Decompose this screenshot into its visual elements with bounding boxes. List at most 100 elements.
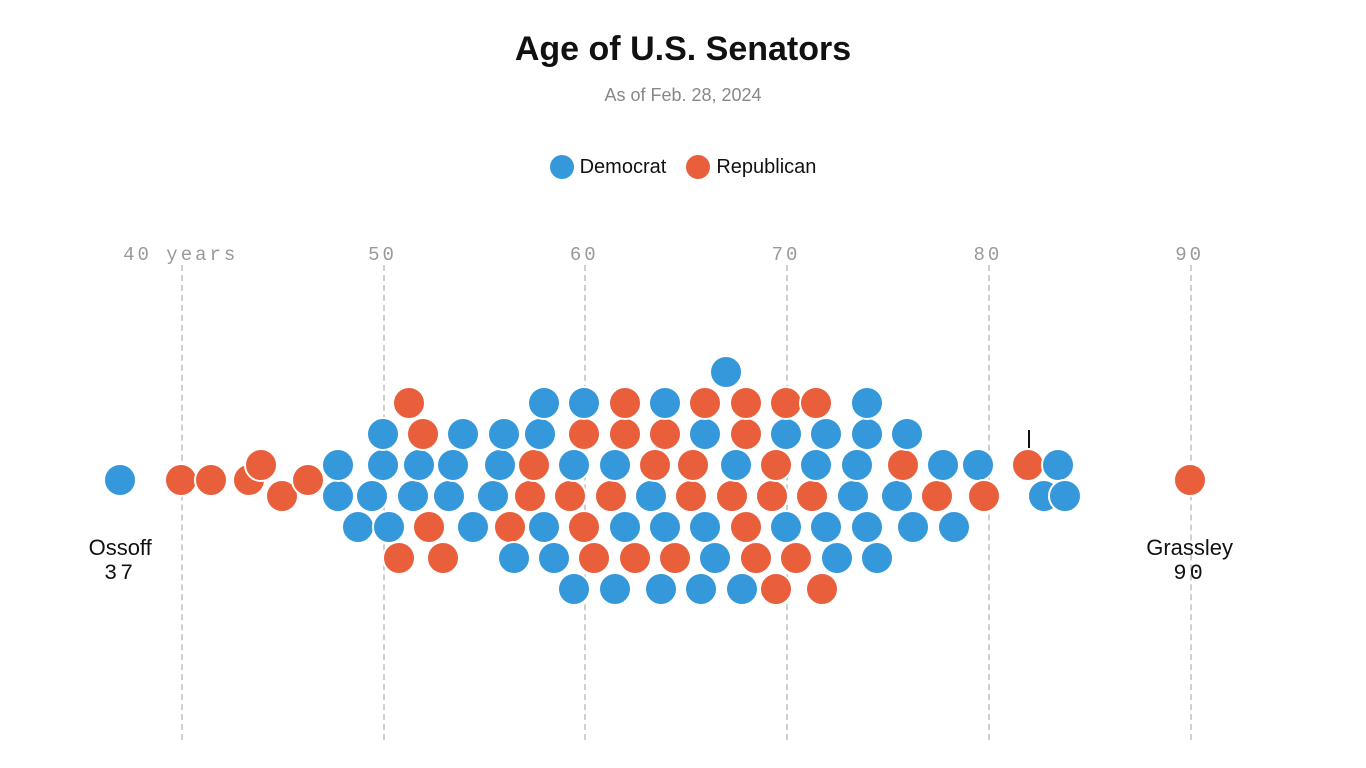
data-point (557, 448, 591, 482)
data-point (517, 448, 551, 482)
axis-tick-label: 40 years (123, 244, 238, 266)
data-point (638, 448, 672, 482)
data-point (497, 541, 531, 575)
data-point (709, 355, 743, 389)
legend-label: Democrat (580, 156, 667, 179)
legend-label: Republican (716, 156, 816, 179)
data-point (372, 510, 406, 544)
data-point (961, 448, 995, 482)
annotation-leader-line (1028, 430, 1030, 448)
data-point (688, 417, 722, 451)
legend-swatch (686, 155, 710, 179)
data-point (896, 510, 930, 544)
data-point (321, 479, 355, 513)
data-point (860, 541, 894, 575)
data-point (291, 463, 325, 497)
annotation: Grassley90 (1146, 535, 1233, 588)
data-point (382, 541, 416, 575)
data-point (688, 510, 722, 544)
data-point (840, 448, 874, 482)
data-point (688, 386, 722, 420)
data-point (729, 386, 763, 420)
data-point (598, 572, 632, 606)
data-point (759, 572, 793, 606)
legend-item: Democrat (550, 155, 667, 179)
data-point (836, 479, 870, 513)
data-point (715, 479, 749, 513)
data-point (483, 448, 517, 482)
data-point (799, 386, 833, 420)
data-point (598, 448, 632, 482)
legend-swatch (550, 155, 574, 179)
data-point (759, 448, 793, 482)
data-point (648, 386, 682, 420)
data-point (676, 448, 710, 482)
data-point (1048, 479, 1082, 513)
data-point (577, 541, 611, 575)
data-point (366, 448, 400, 482)
data-point (594, 479, 628, 513)
data-point (926, 448, 960, 482)
data-point (850, 386, 884, 420)
annotation-label: Ossoff (89, 535, 152, 561)
data-point (769, 386, 803, 420)
data-point (527, 386, 561, 420)
data-point (194, 463, 228, 497)
data-point (493, 510, 527, 544)
data-point (608, 386, 642, 420)
data-point (476, 479, 510, 513)
data-point (684, 572, 718, 606)
data-point (769, 510, 803, 544)
axis-tick-label: 70 (772, 244, 801, 266)
data-point (799, 448, 833, 482)
chart-legend: Democrat Republican (0, 155, 1366, 185)
axis-tick-label: 90 (1175, 244, 1204, 266)
annotation-value: 90 (1146, 561, 1233, 587)
data-point (648, 417, 682, 451)
data-point (396, 479, 430, 513)
data-point (446, 417, 480, 451)
data-point (920, 479, 954, 513)
data-point (729, 510, 763, 544)
data-point (567, 386, 601, 420)
data-point (967, 479, 1001, 513)
data-point (456, 510, 490, 544)
data-point (553, 479, 587, 513)
data-point (341, 510, 375, 544)
data-point (886, 448, 920, 482)
data-point (527, 510, 561, 544)
data-point (755, 479, 789, 513)
annotation: Ossoff37 (89, 535, 152, 588)
data-point (402, 448, 436, 482)
data-point (809, 417, 843, 451)
data-point (513, 479, 547, 513)
data-point (436, 448, 470, 482)
legend-item: Republican (686, 155, 816, 179)
data-point (850, 510, 884, 544)
data-point (406, 417, 440, 451)
axis-tick-label: 50 (368, 244, 397, 266)
data-point (103, 463, 137, 497)
chart-container: Age of U.S. Senators As of Feb. 28, 2024… (0, 0, 1366, 768)
data-point (850, 417, 884, 451)
gridline (181, 265, 183, 740)
data-point (820, 541, 854, 575)
data-point (392, 386, 426, 420)
chart-subtitle: As of Feb. 28, 2024 (0, 85, 1366, 106)
data-point (523, 417, 557, 451)
data-point (1173, 463, 1207, 497)
data-point (719, 448, 753, 482)
data-point (729, 417, 763, 451)
data-point (608, 417, 642, 451)
data-point (321, 448, 355, 482)
data-point (805, 572, 839, 606)
data-point (795, 479, 829, 513)
axis-tick-label: 80 (973, 244, 1002, 266)
annotation-value: 37 (89, 561, 152, 587)
data-point (1011, 448, 1045, 482)
data-point (537, 541, 571, 575)
data-point (557, 572, 591, 606)
data-point (725, 572, 759, 606)
data-point (567, 417, 601, 451)
data-point (698, 541, 732, 575)
